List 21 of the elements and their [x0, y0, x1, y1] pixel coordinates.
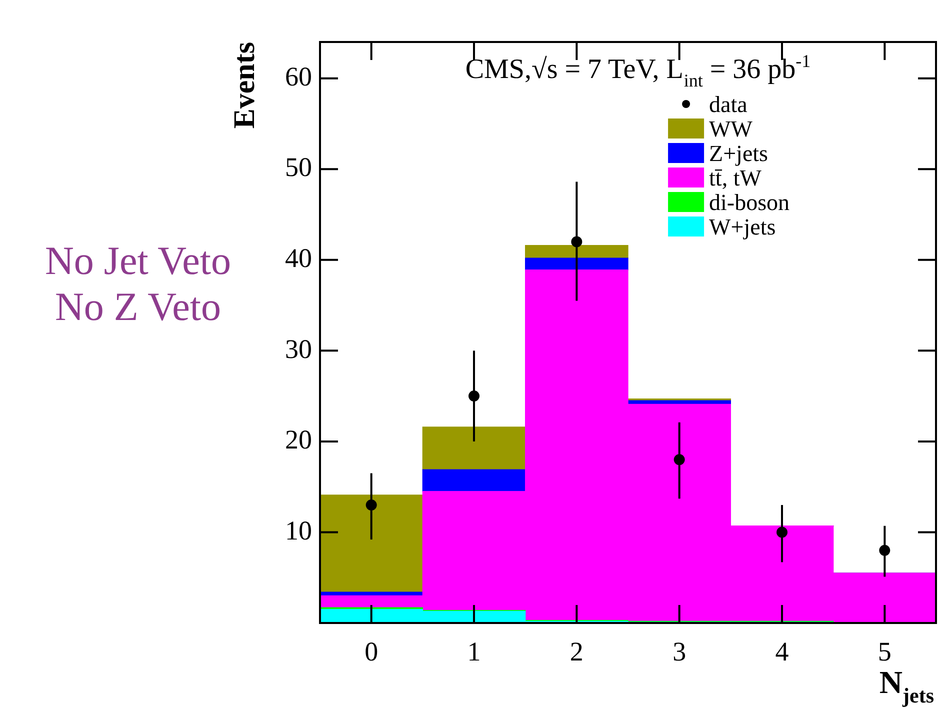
- legend-label: Z+jets: [709, 141, 768, 166]
- y-tick-label: 30: [285, 334, 312, 364]
- x-tick-label: 2: [570, 636, 584, 666]
- y-tick-label: 50: [285, 152, 312, 182]
- x-tick-label: 3: [672, 636, 686, 666]
- x-tick-label: 4: [775, 636, 790, 666]
- legend-label: W+jets: [709, 214, 776, 240]
- y-tick-label: 60: [285, 61, 312, 92]
- x-tick-label: 5: [878, 636, 892, 666]
- x-tick-label: 1: [467, 636, 481, 666]
- y-tick-label: 10: [285, 515, 312, 546]
- text: No Z Veto: [54, 284, 222, 330]
- x-tick-label: 0: [364, 636, 378, 666]
- legend-label: data: [709, 92, 748, 117]
- legend-label: tt̄, tW: [709, 166, 762, 190]
- y-tick-label: 20: [285, 424, 312, 455]
- y-tick-label: 40: [285, 242, 312, 273]
- legend-label: di-boson: [709, 190, 790, 215]
- text: No Jet Veto: [44, 238, 232, 284]
- legend-label: WW: [709, 116, 753, 142]
- y-axis-title: Events: [228, 42, 261, 129]
